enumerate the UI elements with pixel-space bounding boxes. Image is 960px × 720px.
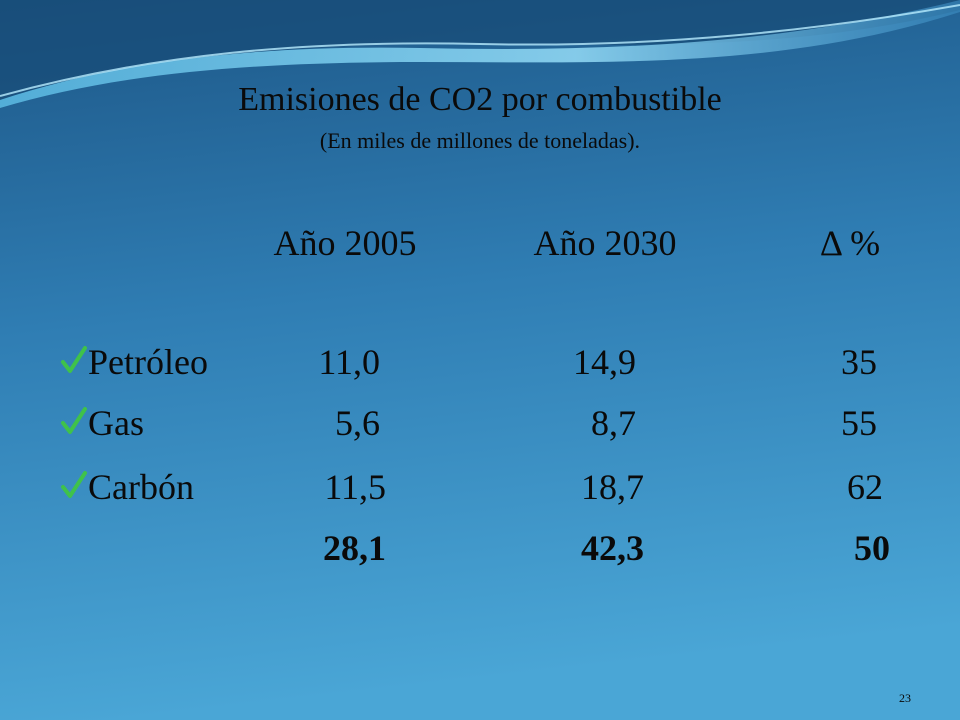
slide-title: Emisiones de CO2 por combustible xyxy=(238,81,722,118)
checkmark xyxy=(61,346,87,373)
checkmark xyxy=(61,407,87,434)
cell-value: 35 xyxy=(841,342,877,382)
checkmark xyxy=(61,471,87,498)
top-wave xyxy=(0,0,960,108)
column-header: Año 2030 xyxy=(534,223,677,263)
slide-subtitle: (En miles de millones de toneladas). xyxy=(320,128,640,153)
column-header: Año 2005 xyxy=(274,223,417,263)
total-value: 28,1 xyxy=(323,528,386,568)
cell-value: 11,5 xyxy=(324,467,386,507)
data-table: Año 2005 Año 2030 Δ % Petróleo 11,0 14,9 35 Gas… xyxy=(61,223,890,568)
total-value: 50 xyxy=(854,528,890,568)
page-number: 23 xyxy=(899,691,911,705)
cell-value: 62 xyxy=(847,467,883,507)
row-label: Petróleo xyxy=(88,342,208,382)
row-label: Gas xyxy=(88,403,144,443)
column-header: Δ % xyxy=(820,223,880,263)
row-label: Carbón xyxy=(88,467,194,507)
cell-value: 11,0 xyxy=(318,342,380,382)
total-value: 42,3 xyxy=(581,528,644,568)
cell-value: 18,7 xyxy=(581,467,644,507)
cell-value: 8,7 xyxy=(591,403,636,443)
cell-value: 14,9 xyxy=(573,342,636,382)
cell-value: 5,6 xyxy=(335,403,380,443)
cell-value: 55 xyxy=(841,403,877,443)
